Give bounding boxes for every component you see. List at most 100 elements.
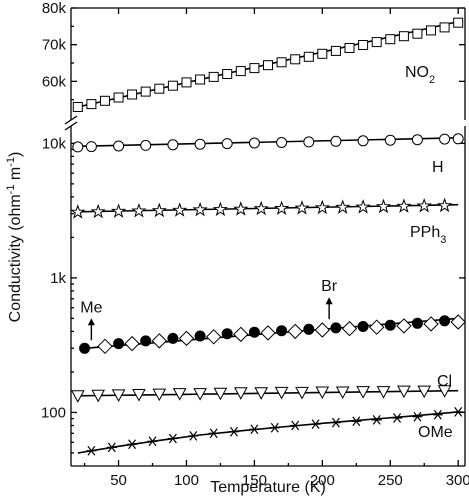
x-tick-label: 100 <box>174 472 199 489</box>
marker-me <box>384 319 396 331</box>
marker-h <box>357 135 369 147</box>
marker-cl <box>70 390 85 403</box>
marker-no2 <box>127 89 138 100</box>
marker-h <box>452 133 464 145</box>
marker-ome <box>392 413 403 423</box>
marker-ome <box>188 431 199 441</box>
marker-h <box>72 141 84 153</box>
fit-line-h <box>77 137 459 148</box>
x-axis-title: Temperature (K) <box>210 479 326 496</box>
marker-cl <box>274 386 289 400</box>
marker-br <box>97 338 113 355</box>
marker-pph3 <box>294 200 310 215</box>
marker-pph3 <box>110 203 127 218</box>
marker-cl <box>233 387 248 400</box>
x-tick-label: 300 <box>446 472 469 489</box>
marker-ome <box>147 436 158 447</box>
marker-me <box>411 317 423 329</box>
series-label-ome: OMe <box>418 424 453 441</box>
y-tick-label: 10k <box>42 135 67 152</box>
marker-no2 <box>249 63 260 74</box>
marker-no2 <box>426 25 436 36</box>
y-tick-label: 60k <box>42 73 67 90</box>
marker-pph3 <box>70 204 86 219</box>
marker-cl <box>132 389 146 402</box>
marker-br <box>396 318 412 334</box>
marker-h <box>276 137 288 148</box>
marker-br <box>124 335 140 352</box>
marker-no2 <box>167 80 178 91</box>
marker-pph3 <box>233 201 249 216</box>
marker-no2 <box>358 40 369 50</box>
marker-pph3 <box>212 201 229 217</box>
marker-br <box>178 330 195 347</box>
marker-cl <box>437 385 452 398</box>
marker-me <box>276 325 288 337</box>
marker-pph3 <box>375 198 392 214</box>
annotation-arrowhead <box>325 297 333 305</box>
marker-ome <box>86 445 97 456</box>
marker-br <box>151 333 168 349</box>
marker-pph3 <box>416 197 432 213</box>
marker-cl <box>315 386 330 400</box>
marker-me <box>194 330 206 342</box>
marker-pph3 <box>151 202 167 218</box>
marker-br <box>341 320 358 337</box>
y-axis-title: Conductivity (ohm-1 m-1) <box>5 152 24 323</box>
marker-ome <box>127 439 138 450</box>
marker-no2 <box>276 57 287 68</box>
marker-cl <box>295 386 309 400</box>
x-tick-label: 200 <box>310 472 335 489</box>
marker-ome <box>371 415 382 425</box>
axes: 50 100 150 200 250 300 60k 70k 80k 100 1k 10k Temper… <box>5 0 469 496</box>
marker-ome <box>106 442 117 453</box>
marker-h <box>248 137 260 149</box>
marker-no2 <box>113 92 124 103</box>
marker-me <box>140 335 152 347</box>
y-tick-label: 70k <box>42 37 67 54</box>
marker-me <box>79 342 91 354</box>
marker-pph3 <box>273 200 290 215</box>
marker-pph3 <box>90 203 106 219</box>
marker-pph3 <box>253 200 269 216</box>
marker-no2 <box>140 86 151 97</box>
marker-ome <box>330 417 341 428</box>
marker-cl <box>152 388 167 402</box>
x-tick-label: 150 <box>242 472 267 489</box>
marker-h <box>85 141 97 153</box>
marker-h <box>113 140 125 152</box>
axis-break-mark <box>64 115 78 125</box>
y-tick-label: 80k <box>42 0 67 17</box>
marker-me <box>303 323 315 335</box>
marker-no2 <box>398 31 409 42</box>
marker-me <box>113 338 125 350</box>
y-tick-label: 1k <box>50 270 66 287</box>
marker-ome <box>432 409 443 420</box>
marker-br <box>314 322 331 338</box>
marker-br <box>233 326 249 343</box>
marker-no2 <box>72 102 83 112</box>
marker-ome <box>167 433 178 444</box>
marker-h <box>411 134 423 146</box>
marker-cl <box>91 389 106 403</box>
marker-no2 <box>317 48 328 59</box>
marker-cl <box>335 386 350 400</box>
marker-cl <box>376 386 391 399</box>
marker-ome <box>310 419 321 429</box>
marker-no2 <box>385 34 396 45</box>
marker-pph3 <box>335 199 351 214</box>
marker-br <box>260 325 276 341</box>
marker-pph3 <box>172 202 188 217</box>
marker-h <box>167 139 179 151</box>
marker-br <box>205 329 222 345</box>
marker-h <box>194 138 206 150</box>
marker-h <box>439 133 451 145</box>
marker-no2 <box>208 71 219 82</box>
series-label-pph3: PPh3 <box>410 224 446 246</box>
marker-ome <box>290 420 301 431</box>
x-tick-label: 50 <box>110 472 127 489</box>
marker-no2 <box>86 99 97 110</box>
marker-pph3 <box>396 198 412 213</box>
marker-ome <box>269 422 280 433</box>
labels: NO2 H PPh3 Cl OMe Me Br <box>80 64 453 441</box>
